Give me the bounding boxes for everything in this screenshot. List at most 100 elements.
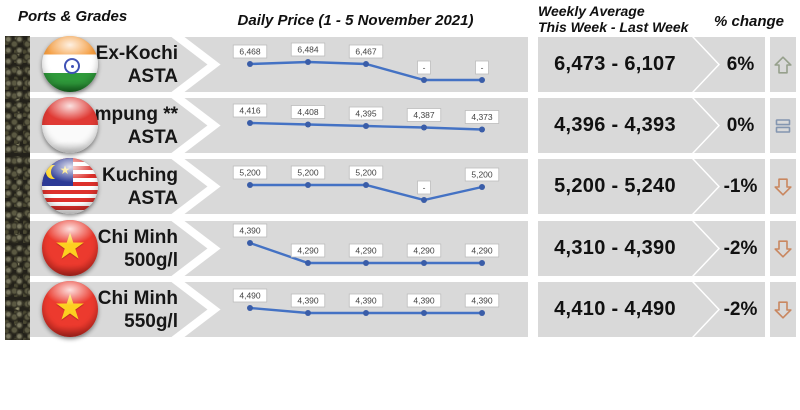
port-daily-band: Ho Chi Minh 550g/l 4,490 4,390 4,390 4,390 4… <box>18 275 528 344</box>
data-point-marker <box>363 310 369 316</box>
price-label-box <box>348 293 384 308</box>
pct-change-value: -1% <box>723 175 758 197</box>
sparkline-chart: 5,200 5,200 5,200 - 5,200 <box>232 165 500 203</box>
sparkline-chart: 4,490 4,390 4,390 4,390 4,390 <box>232 288 500 316</box>
price-label: 6,468 <box>239 47 261 57</box>
chevron-right-icon <box>171 30 221 99</box>
data-point-marker <box>479 184 485 190</box>
price-label: 4,390 <box>471 296 493 306</box>
price-label: 4,408 <box>297 107 319 117</box>
data-point-marker <box>305 260 311 266</box>
crescent-icon <box>46 164 63 179</box>
port-name: Lampung ** <box>72 103 178 125</box>
price-label: 4,290 <box>297 246 319 256</box>
trend-icon <box>774 55 792 74</box>
price-label: 4,490 <box>239 291 261 301</box>
data-point-marker <box>479 260 485 266</box>
data-point-marker <box>363 260 369 266</box>
price-label-box <box>290 42 326 57</box>
price-label: 5,200 <box>355 168 377 178</box>
price-label-box <box>406 293 442 308</box>
data-point-marker <box>479 126 485 133</box>
data-point-marker <box>363 61 369 67</box>
chevron-right-icon <box>171 275 221 344</box>
price-label: - <box>423 183 426 193</box>
star-icon: ★ <box>53 286 87 328</box>
country-flag-icon: ★ <box>42 158 98 214</box>
country-flag-icon: ★ <box>42 220 98 276</box>
data-point-marker <box>363 182 369 188</box>
data-point-marker <box>479 77 485 83</box>
price-label: 4,390 <box>413 296 435 306</box>
price-label: 4,395 <box>355 109 377 119</box>
price-label-box <box>464 110 500 124</box>
price-label: 4,290 <box>413 246 435 256</box>
price-label: 4,390 <box>239 226 261 236</box>
port-grade: ASTA <box>127 65 178 87</box>
port-grade: 550g/l <box>124 310 178 332</box>
chevron-right-icon <box>171 91 221 160</box>
data-point-marker <box>247 240 253 246</box>
trend-icon <box>775 118 791 133</box>
sparkline-chart: 4,416 4,408 4,395 4,387 4,373 <box>232 103 500 133</box>
country-flag-icon: ★ <box>42 281 98 337</box>
price-label-box <box>464 167 500 182</box>
price-label: 5,200 <box>297 168 319 178</box>
table-row: Ho Chi Minh 500g/l 4,390 4,290 4,290 4,290 4… <box>0 214 800 283</box>
table-row: Lampung ** ASTA 4,416 4,408 4,395 4,387 4,37… <box>0 91 800 160</box>
port-grade: 500g/l <box>124 249 178 271</box>
port-label: Kuching ASTA <box>18 159 178 214</box>
trend-cell <box>770 282 796 337</box>
price-label-box <box>232 288 268 303</box>
data-point-marker <box>247 305 253 311</box>
price-label: 4,390 <box>355 296 377 306</box>
price-label: 6,484 <box>297 45 319 55</box>
price-label-box <box>348 165 384 180</box>
chevron-right-icon <box>171 152 221 221</box>
price-label-box <box>417 180 431 195</box>
pct-change-value: -2% <box>723 237 758 259</box>
weekly-average-cell: 4,410 - 4,490 <box>538 282 718 337</box>
country-flag-icon <box>42 97 98 153</box>
price-label-box <box>475 60 489 75</box>
weekly-average-value: 5,200 - 5,240 <box>554 175 676 197</box>
data-point-marker <box>479 310 485 316</box>
trend-cell <box>770 159 796 214</box>
table-row: Ho Chi Minh 550g/l 4,490 4,390 4,390 4,390 4… <box>0 275 800 344</box>
price-label-box <box>417 60 431 75</box>
pct-change-value: -2% <box>723 298 758 320</box>
port-name: Kuching <box>102 164 178 186</box>
weekly-average-cell: 5,200 - 5,240 <box>538 159 718 214</box>
data-point-marker <box>305 59 311 65</box>
star-icon: ★ <box>53 225 87 267</box>
data-point-marker <box>247 120 253 126</box>
trend-icon <box>774 239 792 258</box>
data-point-marker <box>247 182 253 188</box>
port-label: Ex-Kochi ASTA <box>18 37 178 92</box>
data-point-marker <box>305 182 311 188</box>
data-point-marker <box>363 123 369 129</box>
trend-cell <box>770 221 796 276</box>
price-label-box <box>464 243 500 258</box>
weekly-average-cell: 6,473 - 6,107 <box>538 37 718 92</box>
port-daily-band: Ex-Kochi ASTA 6,468 6,484 6,467 - - <box>18 30 528 99</box>
pct-change-value: 0% <box>726 114 755 136</box>
price-label-box <box>290 293 326 308</box>
trend-icon <box>774 300 792 319</box>
column-header-pct-change: % change <box>713 13 785 30</box>
column-header-daily-price: Daily Price (1 - 5 November 2021) <box>237 12 474 29</box>
data-point-marker <box>421 77 427 83</box>
price-label: 4,373 <box>471 112 493 122</box>
price-label-box <box>406 243 442 258</box>
price-label-box <box>232 44 268 59</box>
column-header-ports-grades: Ports & Grades <box>18 8 128 25</box>
price-label: 4,290 <box>355 246 377 256</box>
port-grade: ASTA <box>127 187 178 209</box>
port-daily-band: Lampung ** ASTA 4,416 4,408 4,395 4,387 4,37… <box>18 91 528 160</box>
trend-cell <box>770 37 796 92</box>
port-name: Ex-Kochi <box>95 42 178 64</box>
price-label: 4,387 <box>413 110 435 120</box>
price-label-box <box>290 243 326 258</box>
price-label-box <box>464 293 500 308</box>
data-point-marker <box>421 124 427 131</box>
